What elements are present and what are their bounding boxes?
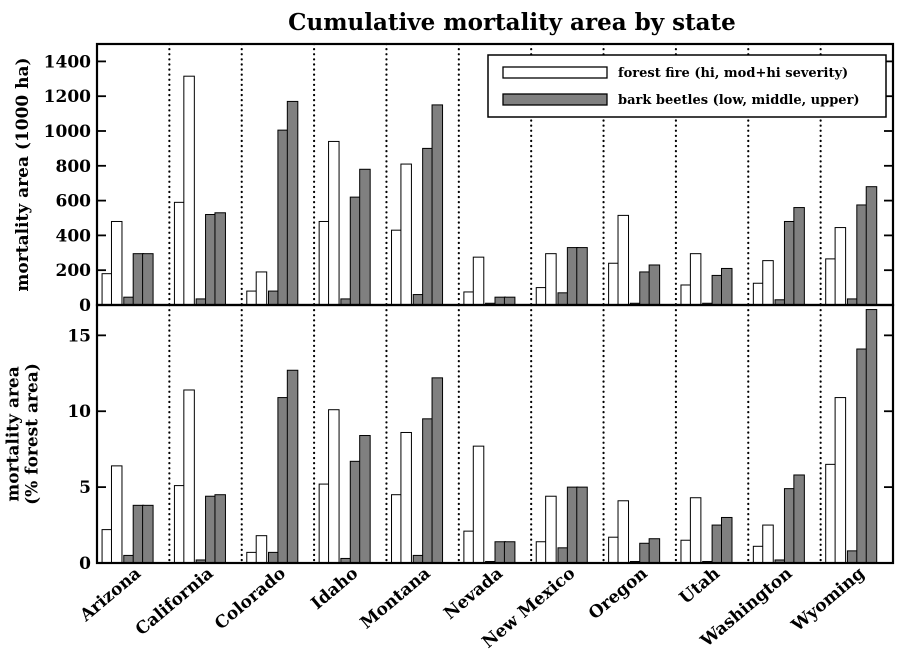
y-tick-label: 1400 xyxy=(44,52,91,72)
y-tick-label: 0 xyxy=(79,554,91,574)
bar-beetle xyxy=(142,253,154,306)
y-tick-label: 1200 xyxy=(44,87,91,107)
bar-fire xyxy=(689,497,702,564)
bar-fire xyxy=(834,227,847,306)
bar-fire xyxy=(328,409,340,564)
bar-fire xyxy=(472,445,485,564)
y-tick-label: 15 xyxy=(67,326,91,346)
bar-beetle xyxy=(720,516,733,564)
bar-fire xyxy=(545,253,557,306)
bar-beetle xyxy=(503,541,516,564)
bar-fire xyxy=(110,220,123,306)
bar-fire xyxy=(328,140,340,306)
x-category-label: Oregon xyxy=(585,564,652,624)
bar-fire xyxy=(255,271,268,306)
bar-fire xyxy=(183,389,195,564)
bar-beetle xyxy=(720,267,733,306)
bar-fire xyxy=(617,214,630,306)
x-category-label: Nevada xyxy=(440,564,507,624)
y-tick-label: 0 xyxy=(79,296,91,316)
bar-fire xyxy=(400,431,412,564)
bar-beetle xyxy=(503,296,516,306)
bar-beetle xyxy=(648,264,661,306)
bar-beetle xyxy=(648,538,661,564)
bar-fire xyxy=(400,163,412,306)
y-axis-label: (% forest area) xyxy=(23,363,43,505)
bar-fire xyxy=(183,75,195,306)
bar-fire xyxy=(762,260,774,306)
bar-fire xyxy=(545,495,557,564)
bar-fire xyxy=(255,535,268,564)
x-category-label: California xyxy=(132,564,218,640)
legend-label-fire: forest fire (hi, mod+hi severity) xyxy=(618,66,848,81)
chart-panels: 0 200 400 600 800 1000 1200 1400 mortality area … xyxy=(4,42,895,574)
bar-beetle xyxy=(359,435,371,564)
bar-beetle xyxy=(576,486,588,564)
panel-1: 0 200 400 600 800 1000 1200 1400 mortality area … xyxy=(13,42,895,316)
bar-fire xyxy=(762,524,774,564)
y-axis-label: mortality area xyxy=(4,366,24,502)
x-category-label: Utah xyxy=(676,564,724,609)
bar-fire xyxy=(617,500,630,564)
bar-beetle xyxy=(286,369,299,564)
bar-beetle xyxy=(793,207,805,306)
bar-beetle xyxy=(576,247,588,306)
bar-beetle xyxy=(431,104,444,306)
panel-frame xyxy=(95,303,895,565)
bar-beetle xyxy=(793,474,805,564)
x-category-label: Colorado xyxy=(211,564,290,635)
bar-beetle xyxy=(865,186,878,306)
x-category-label: Idaho xyxy=(308,564,363,614)
y-tick-label: 600 xyxy=(56,192,92,212)
panel-2: 0 5 10 15 mortality area (% forest area) xyxy=(4,303,895,574)
legend: forest fire (hi, mod+hi severity) bark b… xyxy=(487,54,887,118)
y-tick-label: 5 xyxy=(79,478,91,498)
x-category-label: Wyoming xyxy=(787,563,869,636)
y-tick-label: 10 xyxy=(67,402,91,422)
bar-beetle xyxy=(865,309,878,564)
bar-beetle xyxy=(286,100,299,306)
y-axis-label: mortality area (1000 ha) xyxy=(13,57,33,291)
legend-swatch-beetles xyxy=(502,93,608,106)
bar-beetle xyxy=(359,168,371,306)
legend-box xyxy=(487,54,887,118)
bar-fire xyxy=(110,465,123,564)
bar-beetle xyxy=(214,494,226,564)
legend-swatch-fire xyxy=(502,66,608,79)
y-tick-label: 800 xyxy=(56,157,92,177)
chart-title: Cumulative mortality area by state xyxy=(288,9,736,36)
bar-fire xyxy=(689,253,702,306)
bar-beetle xyxy=(214,212,226,306)
bar-beetle xyxy=(142,504,154,564)
x-category-label: Montana xyxy=(357,564,435,634)
bar-fire xyxy=(834,397,847,564)
y-tick-label: 1000 xyxy=(44,122,91,142)
bar-beetle xyxy=(431,377,444,564)
y-tick-label: 400 xyxy=(56,226,92,246)
legend-label-beetles: bark beetles (low, middle, upper) xyxy=(618,93,860,108)
bar-fire xyxy=(472,256,485,306)
y-tick-label: 200 xyxy=(56,261,92,281)
